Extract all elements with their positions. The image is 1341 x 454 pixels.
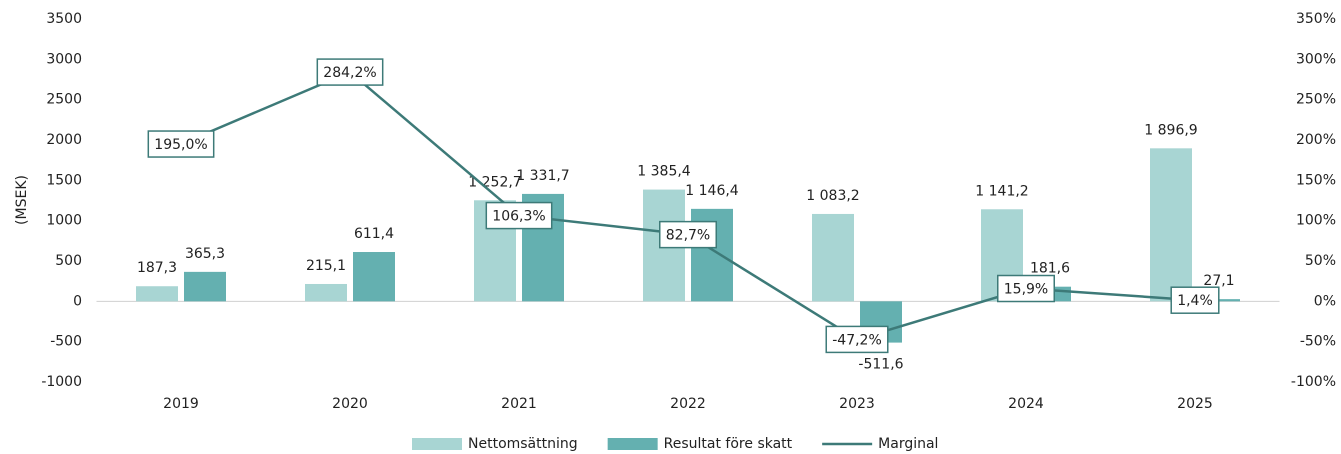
y2-tick-label: 150% <box>1296 172 1336 188</box>
data-label: 187,3 <box>137 260 177 276</box>
data-label: 106,3% <box>492 209 545 225</box>
y-tick-label: 500 <box>55 253 82 269</box>
data-label: 1 385,4 <box>637 164 691 180</box>
data-label-box <box>997 274 1055 303</box>
data-label: 1 331,7 <box>516 168 569 184</box>
legend-swatch <box>412 438 462 450</box>
data-label: 15,9% <box>1004 282 1048 298</box>
data-label: 611,4 <box>354 226 394 242</box>
data-label: 1 141,2 <box>975 183 1028 199</box>
y2-tick-label: 0% <box>1314 293 1336 309</box>
y2-tick-label: 300% <box>1296 51 1336 67</box>
data-label-box <box>147 130 215 158</box>
data-label-box <box>825 325 889 354</box>
data-label: 1,4% <box>1177 293 1213 309</box>
legend-label: Marginal <box>878 436 938 452</box>
y2-tick-label: 200% <box>1296 132 1336 148</box>
y2-tick-label: 350% <box>1296 11 1336 27</box>
data-label: 1 896,9 <box>1144 122 1197 138</box>
legend-label: Resultat före skatt <box>664 436 793 452</box>
y-tick-label: 3000 <box>46 51 82 67</box>
y2-tick-label: -100% <box>1291 374 1336 390</box>
x-tick-label: 2022 <box>670 396 706 412</box>
x-tick-label: 2025 <box>1177 396 1213 412</box>
y-tick-label: 0 <box>73 293 82 309</box>
x-tick-label: 2019 <box>163 396 199 412</box>
data-label: 1 252,7 <box>468 174 521 190</box>
y2-tick-label: 100% <box>1296 213 1336 229</box>
y-tick-label: 3500 <box>46 11 82 27</box>
x-tick-label: 2020 <box>332 396 368 412</box>
data-label: 195,0% <box>154 137 207 153</box>
data-label: -511,6 <box>858 357 903 373</box>
x-tick-label: 2023 <box>839 396 875 412</box>
bar <box>305 283 347 302</box>
data-label: 82,7% <box>666 228 710 244</box>
data-label: 1 083,2 <box>806 188 859 204</box>
y-tick-label: -500 <box>50 334 82 350</box>
y2-tick-label: -50% <box>1300 334 1336 350</box>
y-tick-label: 1500 <box>46 172 82 188</box>
y-tick-label: 2000 <box>46 132 82 148</box>
bar <box>184 271 226 302</box>
x-tick-label: 2021 <box>501 396 537 412</box>
data-label: 215,1 <box>306 258 346 274</box>
bar <box>812 213 854 302</box>
y-tick-label: 1000 <box>46 213 82 229</box>
y-axis-label: (MSEK) <box>14 175 30 225</box>
data-label-box <box>1170 286 1220 314</box>
data-label-box <box>316 58 384 86</box>
data-label: 284,2% <box>323 65 376 81</box>
data-label: -47,2% <box>832 332 882 348</box>
bar <box>353 252 395 302</box>
bar <box>136 286 178 302</box>
y2-tick-label: 250% <box>1296 92 1336 108</box>
data-label: 365,3 <box>185 246 225 262</box>
legend-label: Nettomsättning <box>468 436 578 452</box>
legend-swatch <box>607 438 658 450</box>
data-label: 181,6 <box>1030 261 1070 277</box>
x-tick-label: 2024 <box>1008 396 1044 412</box>
data-label-box <box>485 201 553 230</box>
y-tick-label: -1000 <box>41 374 82 390</box>
data-label: 27,1 <box>1203 273 1234 289</box>
y2-tick-label: 50% <box>1305 253 1336 269</box>
bar <box>1150 148 1192 302</box>
data-label-box <box>659 220 717 249</box>
y-tick-label: 2500 <box>46 92 82 108</box>
data-label: 1 146,4 <box>685 183 739 199</box>
